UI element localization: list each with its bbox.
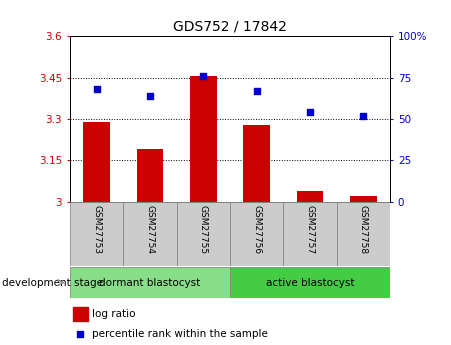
Text: GSM27755: GSM27755: [199, 205, 208, 254]
Bar: [123, 202, 177, 266]
Bar: [283, 202, 337, 266]
Text: GSM27758: GSM27758: [359, 205, 368, 254]
Bar: [83, 122, 110, 202]
Text: percentile rank within the sample: percentile rank within the sample: [92, 329, 268, 339]
Bar: [350, 196, 377, 202]
Text: GSM27757: GSM27757: [306, 205, 314, 254]
Bar: [70, 267, 230, 298]
Bar: [70, 202, 123, 266]
Text: GSM27754: GSM27754: [146, 205, 154, 254]
Bar: [177, 202, 230, 266]
Title: GDS752 / 17842: GDS752 / 17842: [173, 20, 287, 34]
Text: dormant blastocyst: dormant blastocyst: [99, 278, 201, 287]
Point: [146, 93, 153, 99]
Bar: [230, 202, 283, 266]
Bar: [337, 202, 390, 266]
Point: [360, 113, 367, 118]
Point: [307, 110, 314, 115]
Text: active blastocyst: active blastocyst: [266, 278, 354, 287]
Point: [93, 87, 100, 92]
Bar: [230, 267, 390, 298]
Bar: [73, 307, 87, 321]
Bar: [297, 191, 323, 202]
Bar: [137, 149, 163, 202]
Text: GSM27753: GSM27753: [92, 205, 101, 254]
Point: [200, 73, 207, 79]
Text: development stage: development stage: [2, 278, 103, 287]
Text: log ratio: log ratio: [92, 309, 136, 319]
Point: [253, 88, 260, 93]
Text: GSM27756: GSM27756: [252, 205, 261, 254]
Point: [77, 331, 84, 337]
Bar: [190, 76, 216, 202]
Bar: [244, 125, 270, 202]
